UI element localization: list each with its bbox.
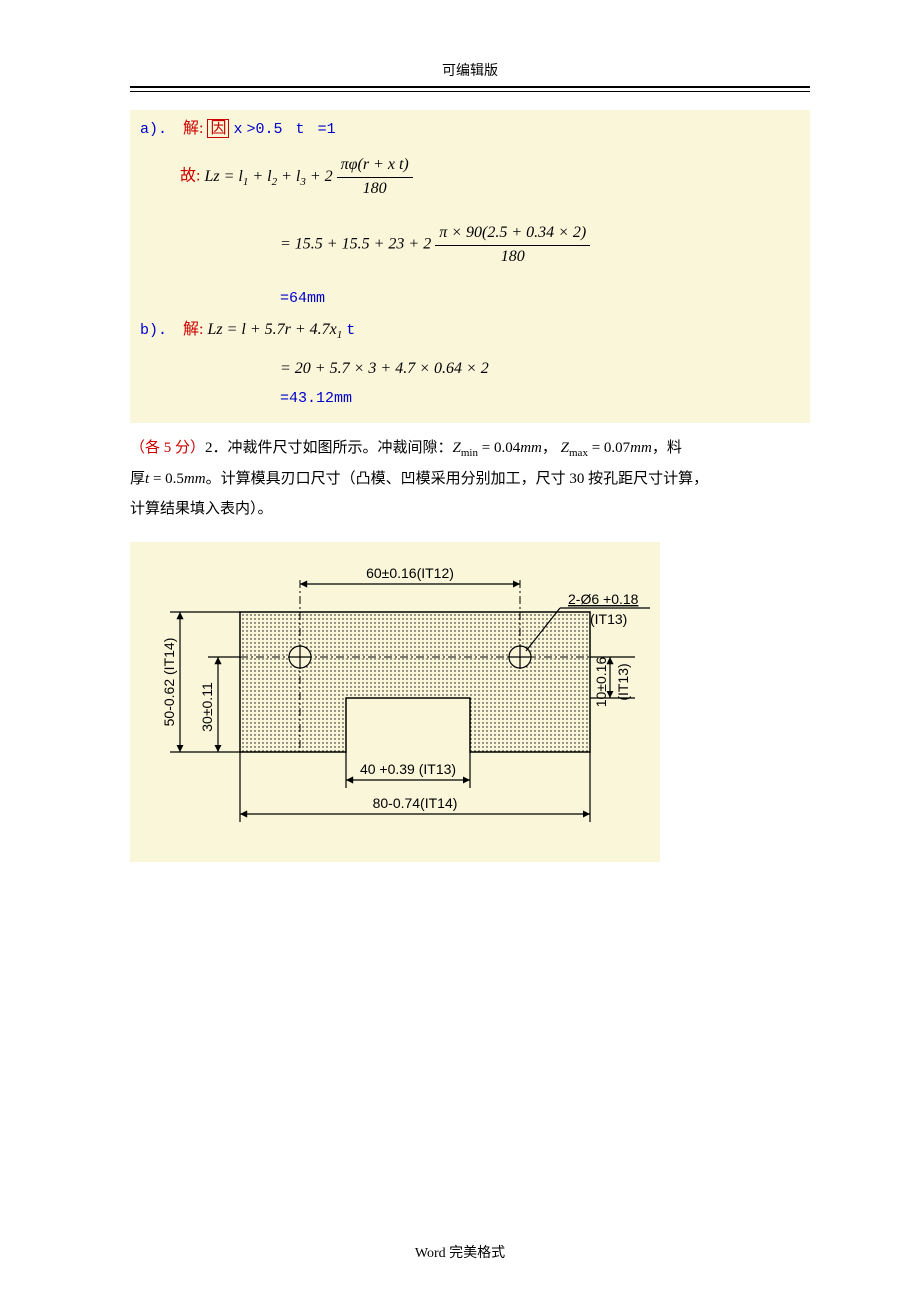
dim-notch: 40 +0.39 (IT13) — [360, 761, 456, 777]
cond-eq: =1 — [309, 121, 336, 138]
dim-top: 60±0.16(IT12) — [366, 565, 454, 581]
label-b: b). — [140, 322, 167, 339]
eq-a2: = 15.5 + 15.5 + 23 + 2 π × 90(2.5 + 0.34… — [280, 222, 800, 268]
dim-right-1: 10±0.16 — [593, 656, 609, 707]
dim-hole-callout-top: 2-Ø6 +0.18 — [568, 591, 639, 607]
solve-label-a: 解: — [183, 120, 203, 137]
page-footer: Word 完美格式 — [0, 1242, 920, 1262]
plate-outline — [240, 612, 590, 752]
question-text: （各 5 分）2．冲裁件尺寸如图所示。冲裁间隙：Zmin = 0.04mm， Z… — [130, 433, 810, 524]
solution-b: b). 解: Lz = l + 5.7r + 4.7x1 t — [140, 319, 800, 344]
cond-pre: 因 — [207, 119, 229, 138]
page: 可编辑版 a). 解: 因 x >0.5 t =1 故: Lz = l1 + l… — [0, 0, 920, 1302]
dim-bottom: 80-0.74(IT14) — [373, 795, 458, 811]
cond-gt: >0.5 — [247, 121, 283, 138]
eq-a3: =64mm — [280, 288, 800, 309]
label-a: a). — [140, 121, 167, 138]
dim-right-2: (IT13) — [615, 663, 631, 700]
dim-hole-callout-bot: (IT13) — [590, 611, 627, 627]
engineering-diagram: 60±0.16(IT12) 2-Ø6 +0.18 (IT13) 10±0.16 … — [130, 542, 660, 862]
page-header: 可编辑版 — [130, 60, 810, 86]
so-label: 故: — [180, 168, 200, 185]
dim-left-inner: 30±0.11 — [199, 682, 215, 732]
eq-b2: = 20 + 5.7 × 3 + 4.7 × 0.64 × 2 — [280, 358, 800, 380]
solution-a: a). 解: 因 x >0.5 t =1 — [140, 118, 800, 140]
solution-panel: a). 解: 因 x >0.5 t =1 故: Lz = l1 + l2 + l… — [130, 110, 810, 423]
cond-t: t — [287, 121, 305, 138]
solve-label-b: 解: — [183, 321, 203, 338]
score-label: （各 5 分） — [130, 440, 205, 456]
eq-b3: =43.12mm — [280, 388, 800, 409]
cond-x: x — [233, 121, 242, 138]
diagram-svg: 60±0.16(IT12) 2-Ø6 +0.18 (IT13) 10±0.16 … — [130, 542, 660, 862]
dim-left-outer: 50-0.62 (IT14) — [161, 638, 177, 727]
eq-a1: 故: Lz = l1 + l2 + l3 + 2 πφ(r + x t) 180 — [180, 154, 800, 200]
header-rule — [130, 86, 810, 92]
